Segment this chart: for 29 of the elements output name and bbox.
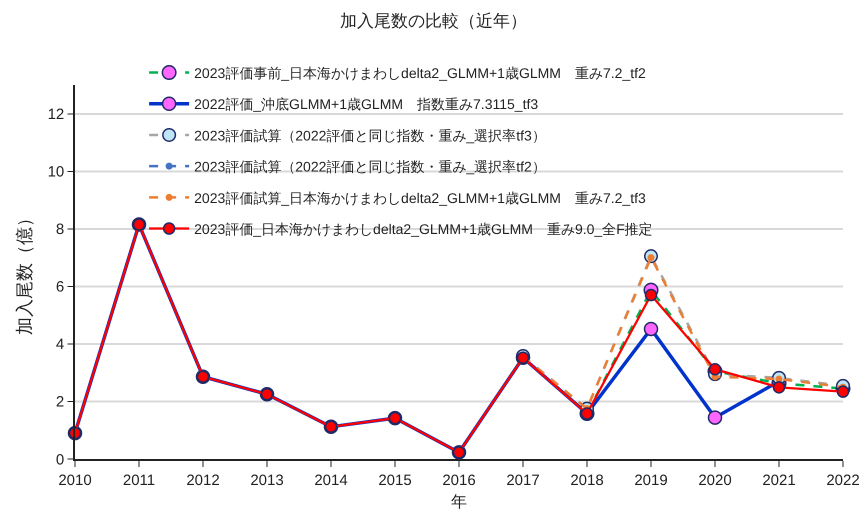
legend-label: 2022評価_沖底GLMM+1歳GLMM 指数重み7.3115_tf3 [194, 96, 538, 112]
x-tick-label: 2017 [506, 472, 540, 489]
x-tick-label: 2013 [250, 472, 284, 489]
y-tick-label: 12 [48, 106, 64, 124]
legend-label: 2023評価試算（2022評価と同じ指数・重み_選択率tf2） [194, 158, 546, 175]
x-tick-label: 2019 [634, 472, 668, 489]
x-tick-label: 2016 [442, 472, 476, 489]
x-tick-label: 2010 [58, 472, 92, 489]
x-tick-label: 2015 [378, 472, 412, 489]
legend-label: 2023評価事前_日本海かけまわしdelta2_GLMM+1歳GLMM 重み7.2_tf2 [194, 65, 646, 82]
x-axis-title: 年 [451, 494, 467, 511]
y-tick-label: 8 [56, 221, 64, 238]
y-tick-label: 0 [56, 451, 64, 468]
y-tick-label: 10 [48, 164, 64, 181]
y-tick-label: 6 [56, 278, 64, 296]
legend-label: 2023評価試算（2022評価と同じ指数・重み_選択率tf3） [194, 127, 546, 144]
legend-label: 2023評価試算_日本海かけまわしdelta2_GLMM+1歳GLMM 重み7.2_tf3 [194, 190, 646, 206]
x-tick-label: 2021 [762, 472, 796, 489]
x-tick-label: 2018 [570, 472, 604, 489]
x-tick-label: 2020 [698, 472, 732, 489]
legend-label: 2023評価_日本海かけまわしdelta2_GLMM+1歳GLMM 重み9.0_全F推定 [194, 221, 653, 238]
chart-title: 加入尾数の比較（近年） [340, 11, 527, 30]
y-tick-label: 4 [56, 336, 64, 354]
x-tick-label: 2012 [186, 472, 220, 489]
x-tick-label: 2022 [826, 472, 860, 489]
y-tick-label: 2 [56, 394, 64, 411]
x-tick-label: 2011 [122, 472, 156, 489]
x-tick-label: 2014 [314, 472, 348, 489]
y-axis-title: 加入尾数（億） [14, 209, 34, 335]
